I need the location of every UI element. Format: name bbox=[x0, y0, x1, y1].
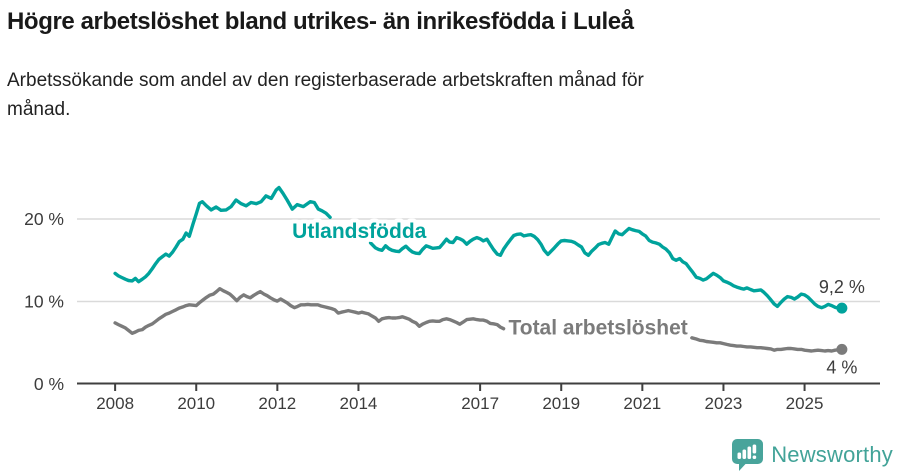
series-line-0 bbox=[368, 226, 844, 310]
x-axis-tick-label: 2008 bbox=[96, 394, 134, 413]
series-line-1 bbox=[113, 287, 506, 335]
y-axis-tick-label: 0 % bbox=[34, 374, 64, 394]
series-line-0 bbox=[113, 185, 332, 284]
series-end-value-label-0: 9,2 % bbox=[819, 277, 865, 297]
newsworthy-logo[interactable]: Newsworthy bbox=[731, 438, 893, 472]
y-axis-tick-label: 10 % bbox=[24, 292, 64, 312]
chart-title: Högre arbetslöshet bland utrikes- än inr… bbox=[7, 8, 634, 35]
x-axis-tick-label: 2023 bbox=[705, 394, 743, 413]
series-end-value-label-1: 4 % bbox=[826, 357, 857, 377]
x-axis-tick-label: 2012 bbox=[258, 394, 296, 413]
chart-subtitle: Arbetssökande som andel av den registerb… bbox=[7, 70, 644, 120]
series-end-dot-1 bbox=[836, 343, 848, 355]
series-end-dot-0 bbox=[836, 302, 848, 314]
series-label-0: Utlandsfödda bbox=[292, 220, 426, 243]
x-axis-tick-label: 2025 bbox=[786, 394, 824, 413]
x-axis-tick-label: 2021 bbox=[623, 394, 661, 413]
series-line-1 bbox=[690, 336, 844, 353]
x-axis-tick-label: 2017 bbox=[461, 394, 499, 413]
newsworthy-wordmark: Newsworthy bbox=[771, 442, 893, 467]
x-axis-tick-label: 2014 bbox=[340, 394, 378, 413]
newsworthy-bubble-chart-icon bbox=[732, 439, 764, 471]
x-axis-tick-label: 2010 bbox=[177, 394, 215, 413]
x-axis-tick-label: 2019 bbox=[542, 394, 580, 413]
y-axis-tick-label: 20 % bbox=[24, 209, 64, 229]
series-label-1: Total arbetslöshet bbox=[508, 317, 687, 340]
